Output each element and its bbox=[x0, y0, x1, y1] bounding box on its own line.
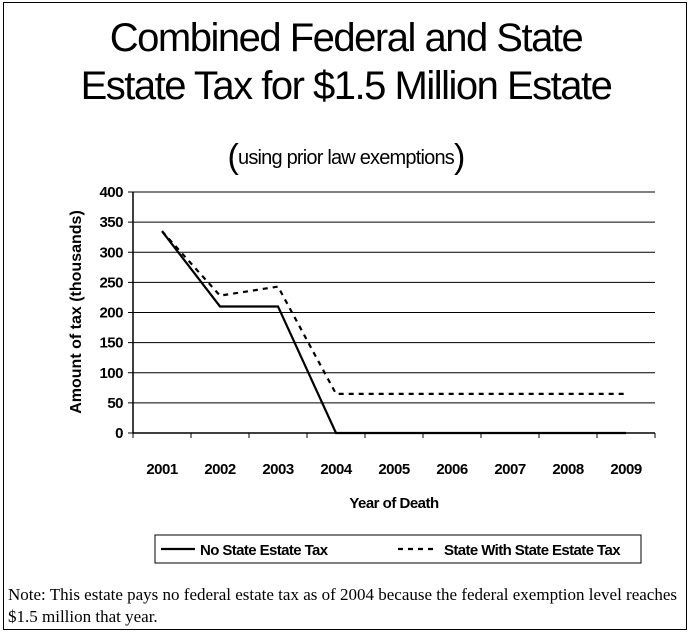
y-tick-label: 150 bbox=[99, 335, 123, 352]
x-ticks: 2001 2002 2003 2004 2005 2006 2007 2008 2009 bbox=[132, 433, 656, 478]
series-lines bbox=[161, 230, 626, 435]
x-tick-label: 2004 bbox=[320, 461, 353, 478]
y-axis-label: Amount of tax (thousands) bbox=[68, 210, 85, 414]
open-paren: ( bbox=[227, 138, 238, 176]
x-tick-label: 2002 bbox=[204, 461, 236, 478]
chart-title-line-1: Combined Federal and State bbox=[109, 16, 584, 60]
gridlines bbox=[133, 191, 655, 404]
y-tick-label: 350 bbox=[99, 214, 123, 231]
y-tick-label: 0 bbox=[115, 425, 123, 442]
y-tick-label: 50 bbox=[107, 395, 123, 412]
y-tick-label: 400 bbox=[99, 184, 123, 201]
close-paren: ) bbox=[453, 138, 465, 176]
y-ticks: 0 50 100 150 200 250 300 350 400 bbox=[99, 184, 133, 442]
x-tick-label: 2005 bbox=[378, 461, 410, 478]
series-line-1 bbox=[161, 230, 626, 435]
chart-frame bbox=[3, 2, 687, 630]
y-tick-label: 200 bbox=[99, 305, 123, 322]
chart-subtitle-text: using prior law exemptions bbox=[238, 147, 455, 169]
x-tick-label: 2006 bbox=[436, 461, 468, 478]
x-axis-label: Year of Death bbox=[349, 495, 439, 512]
x-tick-label: 2009 bbox=[610, 461, 642, 478]
legend: No State Estate Tax State With State Esta… bbox=[154, 534, 642, 564]
chart-title-line-2: Estate Tax for $1.5 Million Estate bbox=[80, 64, 613, 108]
legend-label: No State Estate Tax bbox=[200, 542, 329, 559]
x-tick-label: 2008 bbox=[552, 461, 584, 478]
x-tick-label: 2003 bbox=[262, 461, 294, 478]
y-tick-label: 250 bbox=[99, 274, 123, 291]
y-tick-label: 300 bbox=[99, 244, 123, 261]
x-tick-label: 2001 bbox=[146, 461, 178, 478]
footnote: Note: This estate pays no federal estate… bbox=[8, 585, 678, 626]
series-line-2 bbox=[161, 230, 626, 395]
legend-label: State With State Estate Tax bbox=[444, 542, 621, 559]
chart-subtitle: (using prior law exemptions) bbox=[0, 138, 692, 177]
x-tick-label: 2007 bbox=[494, 461, 526, 478]
y-tick-label: 100 bbox=[99, 365, 123, 382]
